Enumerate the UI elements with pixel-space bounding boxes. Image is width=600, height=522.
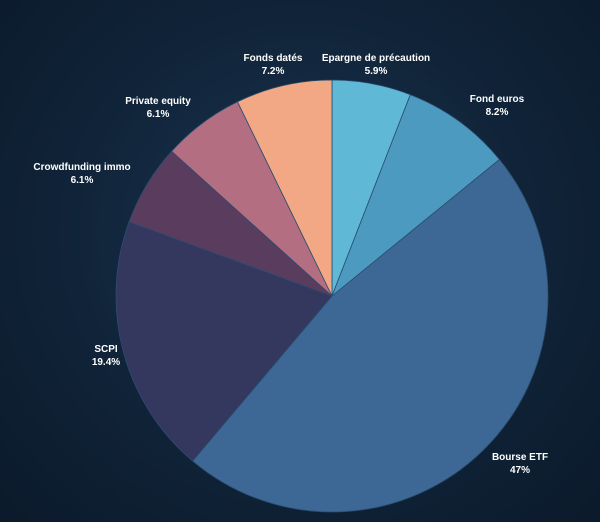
slice-label: SCPI: [94, 344, 118, 355]
slice-value-label: 19.4%: [92, 357, 120, 368]
pie-slice-fond-euros: [331, 94, 500, 298]
pie-slice-fonds-dat-s: [236, 79, 333, 297]
slice-label: Fonds datés: [244, 53, 303, 64]
slice-value-label: 8.2%: [486, 107, 509, 118]
slice-label: Fond euros: [470, 94, 525, 105]
pie-labels: Epargne de précaution 5.9% Fond euros 8.2% B…: [33, 53, 548, 476]
slice-value-label: 6.1%: [147, 109, 170, 120]
slice-label: Private equity: [125, 96, 191, 107]
slice-value-label: 6.1%: [71, 175, 94, 186]
pie-slice-bourse-etf: [192, 158, 549, 513]
pie-slices: [115, 79, 549, 513]
slice-value-label: 47%: [510, 465, 530, 476]
slice-label: Epargne de précaution: [322, 53, 430, 64]
slice-value-label: 5.9%: [365, 66, 388, 77]
slice-label: Crowdfunding immo: [33, 162, 130, 173]
slice-value-label: 7.2%: [262, 66, 285, 77]
pie-slice-scpi: [115, 221, 333, 462]
slice-label: Bourse ETF: [492, 452, 548, 463]
